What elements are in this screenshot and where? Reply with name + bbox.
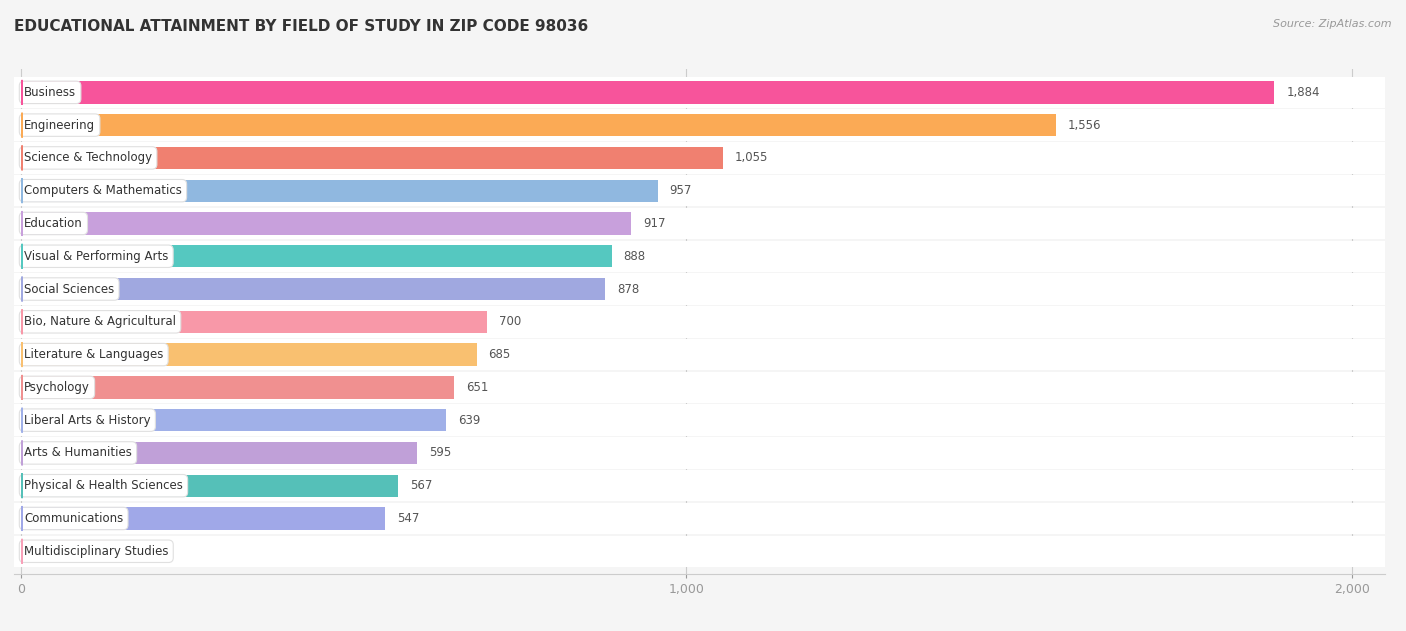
Text: Psychology: Psychology [24,381,90,394]
Bar [21,409,446,432]
Bar [14,503,1406,534]
Bar [21,114,1056,136]
Bar [14,142,1406,174]
Text: 1,556: 1,556 [1069,119,1102,132]
Text: 1,055: 1,055 [735,151,768,165]
Text: Literature & Languages: Literature & Languages [24,348,163,361]
Text: 135: 135 [122,545,145,558]
Bar [21,212,631,235]
Bar [14,240,1406,272]
Bar [14,208,1406,239]
Text: Engineering: Engineering [24,119,96,132]
Bar [14,109,1406,141]
Text: 878: 878 [617,283,640,295]
Bar [14,76,1406,108]
Text: 547: 547 [396,512,419,525]
Bar [14,437,1406,469]
Bar [21,376,454,399]
Text: Business: Business [24,86,76,99]
Text: Multidisciplinary Studies: Multidisciplinary Studies [24,545,169,558]
Text: EDUCATIONAL ATTAINMENT BY FIELD OF STUDY IN ZIP CODE 98036: EDUCATIONAL ATTAINMENT BY FIELD OF STUDY… [14,19,588,34]
Text: 567: 567 [411,479,433,492]
Text: 888: 888 [624,250,645,262]
Text: 1,884: 1,884 [1286,86,1320,99]
Text: 957: 957 [669,184,692,198]
Text: Visual & Performing Arts: Visual & Performing Arts [24,250,169,262]
Bar [14,372,1406,403]
Bar [21,81,1274,103]
Text: 651: 651 [465,381,488,394]
Text: Source: ZipAtlas.com: Source: ZipAtlas.com [1274,19,1392,29]
Text: Science & Technology: Science & Technology [24,151,152,165]
Bar [14,536,1406,567]
Text: Social Sciences: Social Sciences [24,283,114,295]
Bar [14,273,1406,305]
Bar [14,339,1406,370]
Bar [21,343,477,366]
Text: Physical & Health Sciences: Physical & Health Sciences [24,479,183,492]
Bar [21,180,658,202]
Bar [21,245,612,268]
Text: Education: Education [24,217,83,230]
Bar [14,404,1406,436]
Text: Arts & Humanities: Arts & Humanities [24,446,132,459]
Bar [14,175,1406,206]
Bar [21,475,398,497]
Bar [21,442,416,464]
Text: Computers & Mathematics: Computers & Mathematics [24,184,181,198]
Text: Communications: Communications [24,512,124,525]
Bar [21,278,605,300]
Bar [21,507,385,529]
Bar [14,306,1406,338]
Bar [21,540,111,562]
Bar [14,470,1406,502]
Bar [21,147,723,169]
Bar [21,310,486,333]
Text: Liberal Arts & History: Liberal Arts & History [24,414,150,427]
Text: 639: 639 [458,414,481,427]
Text: Bio, Nature & Agricultural: Bio, Nature & Agricultural [24,316,176,328]
Text: 917: 917 [643,217,665,230]
Text: 595: 595 [429,446,451,459]
Text: 685: 685 [488,348,510,361]
Text: 700: 700 [499,316,520,328]
